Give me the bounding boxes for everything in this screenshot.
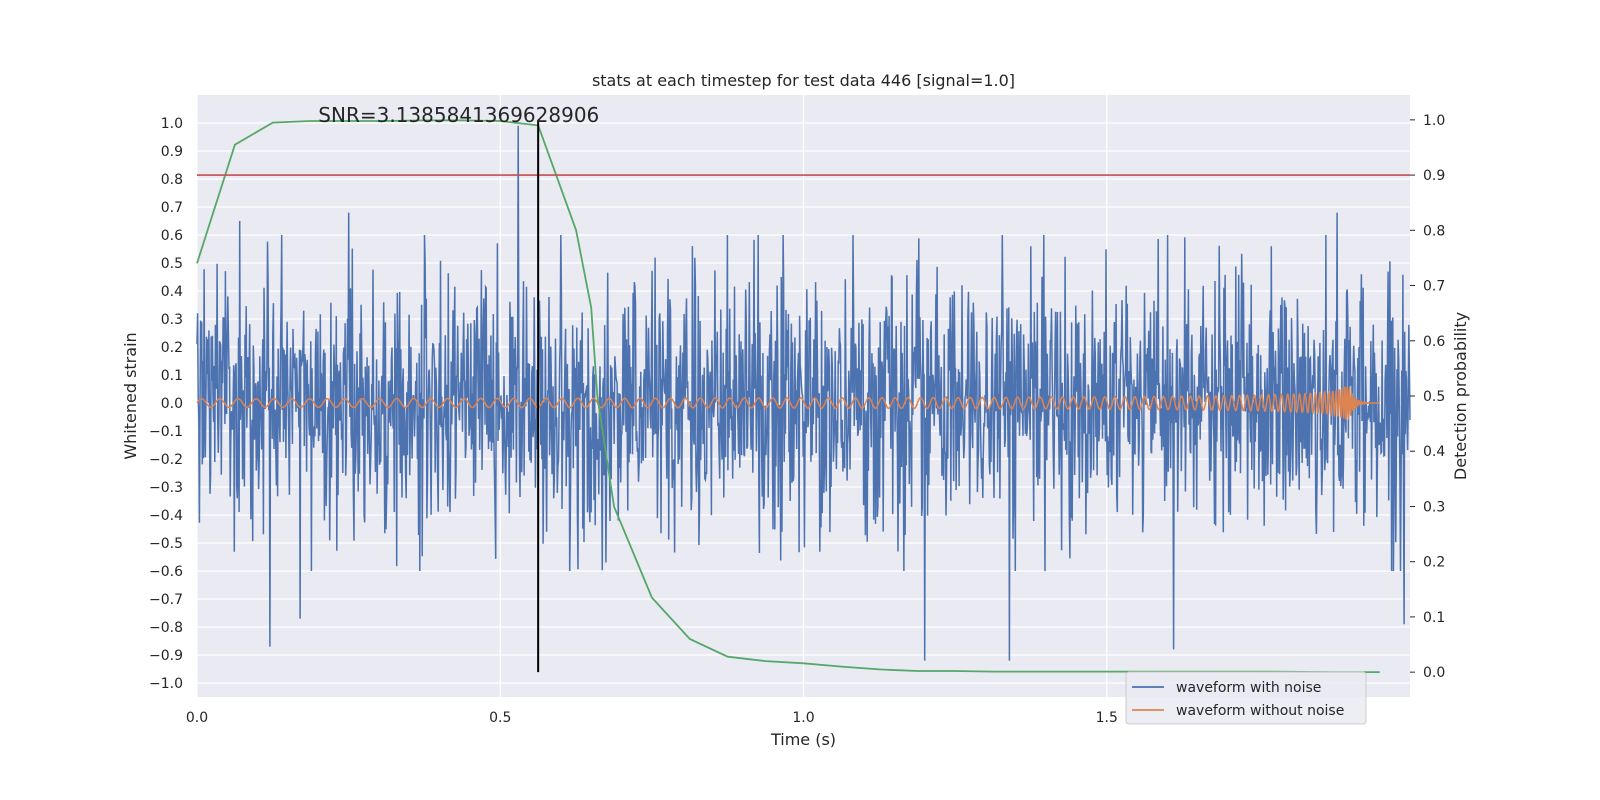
- y-tick-label: 0.5: [161, 256, 183, 272]
- reference-lines: [197, 119, 1410, 673]
- y-tick-label: −1.0: [149, 676, 183, 692]
- y-tick-label: −0.6: [149, 564, 183, 580]
- series-detection-probability: [196, 119, 1380, 673]
- snr-annotation: SNR=3.1385841369628906: [318, 103, 599, 127]
- x-tick-label: 0.5: [489, 710, 511, 726]
- y-axis-right-label: Detection probability: [1451, 312, 1470, 480]
- legend: waveform with noise waveform without noi…: [1125, 671, 1367, 725]
- y-tick-label: −0.4: [149, 508, 183, 524]
- tick-labels: 1.0 0.9 0.8 0.7 0.6 0.5 0.4 0.3 0.2 0.1 0.0 −0.1 −0.…: [149, 113, 1445, 726]
- y-right-tick-label: 0.8: [1423, 223, 1445, 239]
- y-right-tick-label: 0.4: [1423, 444, 1445, 460]
- y-tick-label: −0.1: [149, 424, 183, 440]
- y-right-tick-label: 0.7: [1423, 279, 1445, 295]
- y-tick-label: −0.5: [149, 536, 183, 552]
- y-tick-label: 0.3: [161, 312, 183, 328]
- y-right-tick-label: 0.6: [1423, 334, 1445, 350]
- x-tick-label: 1.0: [792, 710, 814, 726]
- y-axis-label: Whitened strain: [121, 332, 140, 459]
- legend-label-noise: waveform with noise: [1176, 680, 1321, 696]
- y-tick-label: −0.7: [149, 592, 183, 608]
- series-layer: [196, 119, 1411, 673]
- x-tick-label: 0.0: [186, 710, 208, 726]
- series-waveform-without-noise: [196, 386, 1380, 420]
- y-tick-label: −0.2: [149, 452, 183, 468]
- y-right-tick-label: 0.9: [1423, 168, 1445, 184]
- y-tick-label: 0.2: [161, 340, 183, 356]
- y-tick-label: 0.4: [161, 284, 183, 300]
- y-tick-label: 0.7: [161, 200, 183, 216]
- chart-title: stats at each timestep for test data 446…: [592, 71, 1015, 90]
- y-right-tick-label: 0.3: [1423, 499, 1445, 515]
- x-axis-label: Time (s): [770, 730, 836, 749]
- y-right-tick-label: 0.5: [1423, 389, 1445, 405]
- y-right-tick-label: 1.0: [1423, 113, 1445, 129]
- x-tick-label: 1.5: [1096, 710, 1118, 726]
- y-tick-label: 0.6: [161, 228, 183, 244]
- y-tick-label: 0.1: [161, 368, 183, 384]
- y-tick-label: −0.8: [149, 620, 183, 636]
- y-right-tick-label: 0.0: [1423, 665, 1445, 681]
- y-tick-label: −0.3: [149, 480, 183, 496]
- y-tick-label: 0.8: [161, 172, 183, 188]
- y-tick-label: −0.9: [149, 648, 183, 664]
- legend-label-clean: waveform without noise: [1176, 703, 1344, 719]
- series-waveform-with-noise: [196, 125, 1411, 661]
- y-right-tick-label: 0.1: [1423, 610, 1445, 626]
- legend-box: [1125, 671, 1367, 725]
- y-tick-label: 0.9: [161, 144, 183, 160]
- y-tick-label: 0.0: [161, 396, 183, 412]
- y-tick-label: 1.0: [161, 116, 183, 132]
- y-right-tick-label: 0.2: [1423, 555, 1445, 571]
